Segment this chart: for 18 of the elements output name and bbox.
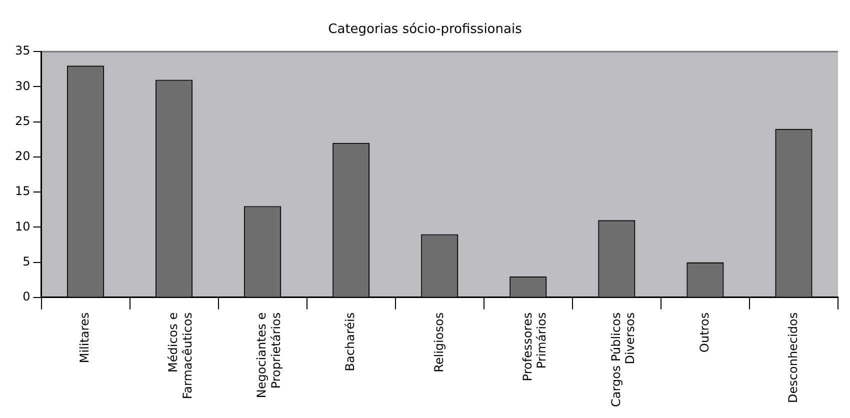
x-tick-label: Professores Primários bbox=[520, 312, 549, 382]
x-tick-label: Religiosos bbox=[432, 312, 446, 372]
x-tick-label: Desconhecidos bbox=[786, 312, 800, 403]
y-tick-label: 30 bbox=[14, 78, 30, 93]
x-tick-label: Negociantes e Proprietários bbox=[254, 312, 284, 398]
y-tick-label: 15 bbox=[14, 184, 30, 198]
x-tick-label: Cargos Públicos Diversos bbox=[608, 312, 638, 408]
y-tick-label: 5 bbox=[22, 254, 30, 268]
chart-title: Categorias sócio-profissionais bbox=[328, 22, 522, 38]
x-tick-label: Médicos e Farmacêuticos bbox=[166, 312, 195, 400]
y-tick-label: 20 bbox=[14, 149, 30, 164]
y-tick-label: 35 bbox=[14, 44, 30, 58]
x-tick-label: Outros bbox=[697, 312, 712, 352]
x-tick-label: Bacharéis bbox=[343, 312, 358, 372]
y-tick-label: 0 bbox=[22, 290, 30, 304]
y-tick-label: 10 bbox=[14, 219, 30, 234]
y-tick-label: 25 bbox=[14, 114, 30, 128]
x-tick-label: Militares bbox=[78, 312, 92, 364]
